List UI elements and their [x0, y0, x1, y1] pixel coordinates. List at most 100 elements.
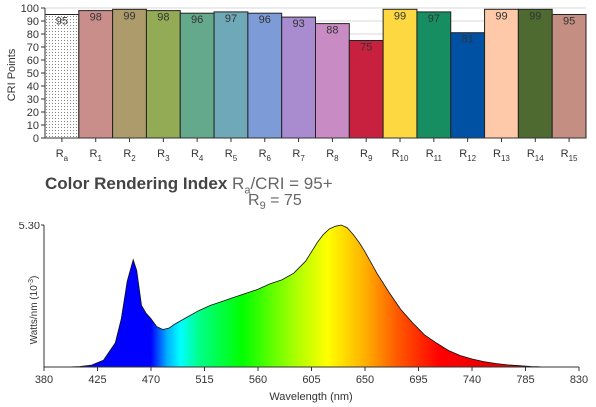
- cri-bar: [484, 8, 519, 139]
- cri-bar-value: 99: [123, 10, 135, 22]
- cri-x-tick-sub: 1: [97, 154, 102, 163]
- spd-x-tick-label: 830: [570, 374, 588, 386]
- r9-base: R: [248, 192, 260, 209]
- cri-x-tick-label: R5: [225, 148, 238, 163]
- cri-x-tick-sub: 4: [199, 154, 204, 163]
- cri-x-tick-label: R10: [392, 148, 409, 163]
- cri-x-tick-base: R: [123, 148, 131, 160]
- spd-x-tick-label: 785: [516, 374, 534, 386]
- ra-value: /CRI = 95+: [250, 174, 333, 193]
- cri-x-tick-base: R: [392, 148, 400, 160]
- spectrum-area: [44, 224, 579, 368]
- cri-bar-value: 95: [56, 16, 68, 28]
- spectrum-chart: Watts/nm (10-3) 5.30 380 425 470 515 560 605 6…: [19, 222, 589, 403]
- cri-bar-value: 99: [529, 10, 541, 22]
- cri-bar: [551, 14, 587, 139]
- cri-x-tick-base: R: [292, 148, 300, 160]
- cri-bar: [78, 10, 114, 139]
- cri-x-tick-base: R: [527, 148, 535, 160]
- cri-bar: [450, 32, 486, 139]
- spd-x-tick-label: 515: [195, 374, 213, 386]
- ra-base: R: [232, 174, 245, 193]
- cri-y-tick-label: 90: [27, 16, 39, 28]
- cri-bar: [145, 10, 181, 139]
- cri-x-tick-sub: 3: [165, 154, 170, 163]
- cri-bar-value: 98: [90, 12, 102, 24]
- cri-x-tick-label: R6: [259, 148, 272, 163]
- cri-x-tick-label: R15: [561, 148, 578, 163]
- chart-title: Color Rendering Index: [45, 174, 228, 193]
- cri-x-tick-sub: 6: [267, 154, 272, 163]
- cri-x-tick-label: R13: [493, 148, 510, 163]
- title-line-2: R9 = 75: [248, 192, 302, 212]
- cri-bar: [247, 12, 283, 139]
- cri-x-tick-label: R9: [360, 148, 373, 163]
- cri-y-tick-label: 40: [27, 81, 39, 93]
- cri-x-tick-sub: 13: [501, 154, 510, 163]
- cri-y-tick-label: 60: [27, 55, 39, 67]
- cri-x-tick-sub: 15: [569, 154, 578, 163]
- cri-x-tick-base: R: [157, 148, 165, 160]
- cri-x-tick-base: R: [493, 148, 501, 160]
- title-block: Color Rendering Index Ra/CRI = 95+ R9 = …: [45, 174, 465, 214]
- spd-x-tick-label: 605: [302, 374, 320, 386]
- cri-bar-value: 99: [394, 10, 406, 22]
- spd-x-axis-label: Wavelength (nm): [269, 391, 352, 403]
- cri-x-tick-label: R2: [123, 148, 136, 163]
- cri-x-tick-sub: 11: [434, 154, 443, 163]
- cri-bar: [179, 12, 215, 139]
- cri-bar-value: 96: [191, 14, 203, 26]
- cri-bar: [382, 8, 418, 139]
- spd-x-tick-label: 695: [409, 374, 427, 386]
- spd-x-tick-label: 380: [35, 374, 53, 386]
- cri-bar: [112, 8, 147, 139]
- cri-y-tick-label: 30: [27, 94, 39, 106]
- cri-y-tick-label: 0: [33, 133, 39, 145]
- cri-x-tick-base: R: [360, 148, 368, 160]
- cri-x-tick-base: R: [561, 148, 569, 160]
- spd-y-axis-label: Watts/nm (10-3): [28, 276, 40, 345]
- cri-x-tick-sub: 7: [300, 154, 305, 163]
- cri-bar-value: 97: [428, 13, 440, 25]
- cri-y-tick-label: 70: [27, 42, 39, 54]
- spd-x-tick-label: 560: [249, 374, 267, 386]
- cri-bar: [44, 14, 80, 139]
- spd-x-tick-label: 650: [356, 374, 374, 386]
- title-line-1: Color Rendering Index Ra/CRI = 95+: [45, 174, 333, 196]
- cri-x-tick-base: R: [459, 148, 467, 160]
- cri-y-tick-label: 100: [21, 3, 39, 15]
- spd-y-max-label: 5.30: [19, 222, 40, 232]
- cri-x-tick-label: R1: [90, 148, 103, 163]
- cri-x-tick-sub: a: [64, 154, 69, 163]
- cri-bar-value: 75: [360, 42, 372, 54]
- cri-y-tick-label: 50: [27, 68, 39, 80]
- cri-x-tick-base: R: [326, 148, 334, 160]
- cri-y-axis-label: CRI Points: [6, 48, 18, 101]
- cri-x-tick-base: R: [259, 148, 267, 160]
- cri-x-tick-sub: 14: [535, 154, 544, 163]
- r9-value: = 75: [265, 192, 302, 209]
- cri-x-tick-base: R: [225, 148, 233, 160]
- cri-x-tick-sub: 2: [131, 154, 136, 163]
- cri-bar-value: 97: [225, 13, 237, 25]
- cri-x-tick-label: Ra: [56, 148, 69, 163]
- cri-x-tick-sub: 12: [467, 154, 476, 163]
- cri-x-tick-label: R4: [191, 148, 204, 163]
- cri-bar: [348, 40, 384, 139]
- cri-bar-value: 81: [462, 34, 474, 46]
- cri-x-tick-base: R: [56, 148, 64, 160]
- spd-x-tick-label: 425: [88, 374, 106, 386]
- cri-x-tick-base: R: [191, 148, 199, 160]
- cri-y-tick-label: 80: [27, 29, 39, 41]
- cri-bar: [213, 11, 249, 139]
- cri-bar: [517, 8, 553, 139]
- r9-sub: 9: [259, 200, 266, 213]
- cri-bar: [281, 16, 316, 139]
- cri-x-tick-base: R: [90, 148, 98, 160]
- cri-x-tick-label: R14: [527, 148, 544, 163]
- cri-y-tick-label: 10: [27, 120, 39, 132]
- cri-x-tick-sub: 9: [368, 154, 373, 163]
- cri-x-tick-sub: 5: [233, 154, 238, 163]
